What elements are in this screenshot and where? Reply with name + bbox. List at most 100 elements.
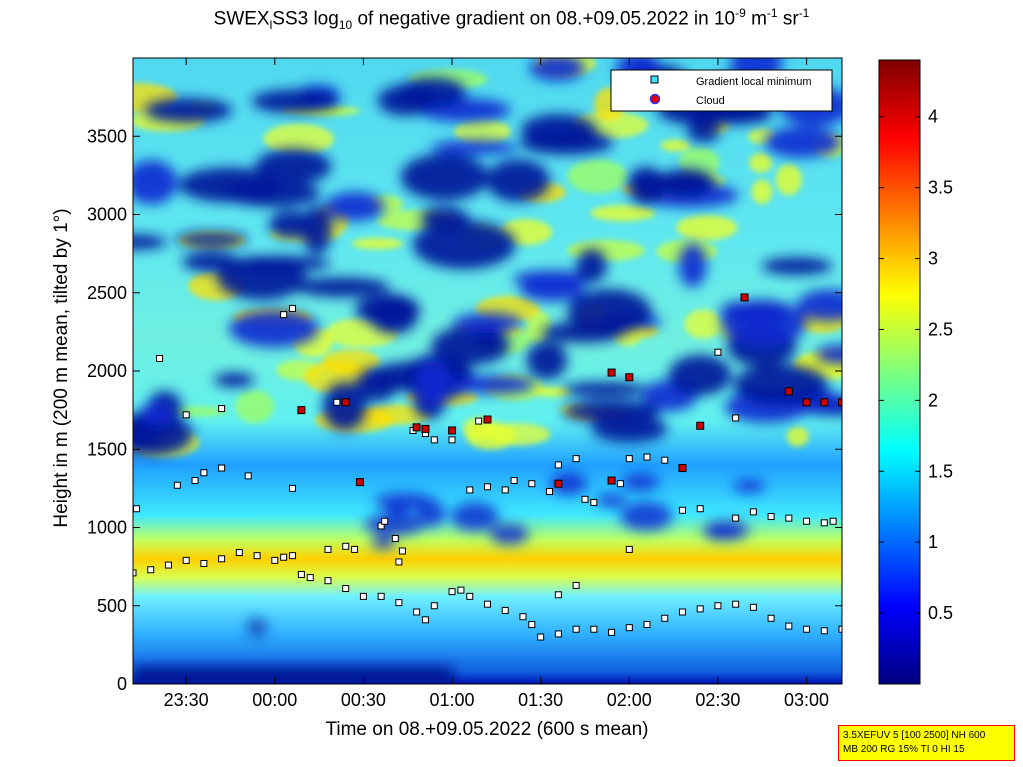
legend-entry-cloud: Cloud xyxy=(696,95,725,107)
cloud-marker xyxy=(784,387,793,396)
gradient-min-marker xyxy=(381,517,389,525)
gradient-min-marker xyxy=(820,627,828,635)
gradient-min-marker xyxy=(829,517,837,525)
gradient-min-marker xyxy=(554,630,562,638)
gradient-min-marker xyxy=(164,561,172,569)
gradient-min-marker xyxy=(359,592,367,600)
gradient-min-marker xyxy=(395,599,403,607)
gradient-min-marker xyxy=(749,508,757,516)
gradient-min-marker xyxy=(200,559,208,567)
gradient-min-marker xyxy=(803,625,811,633)
legend-circle-marker xyxy=(649,93,661,105)
gradient-min-marker xyxy=(182,556,190,564)
gradient-min-marker xyxy=(501,606,509,614)
gradient-min-marker xyxy=(572,625,580,633)
gradient-min-marker xyxy=(377,522,385,530)
colorbar-tick-label: 3 xyxy=(928,249,938,269)
gradient-min-marker xyxy=(391,534,399,542)
colorbar: 0.5 1 1.5 2 2.5 3 3.5 4 xyxy=(878,59,953,685)
gradient-min-marker xyxy=(191,477,199,485)
gradient-min-marker xyxy=(661,456,669,464)
y-tick-label: 0 xyxy=(117,674,127,694)
gradient-min-marker xyxy=(475,417,483,425)
info-line-1: 3.5XEFUV 5 [100 2500] NH 600 xyxy=(843,730,986,741)
gradient-min-marker xyxy=(253,552,261,560)
gradient-min-marker xyxy=(133,505,141,513)
chart-title: SWEXlSS3 log10 of negative gradient on 0… xyxy=(213,6,810,33)
cloud-marker xyxy=(448,426,457,435)
cloud-marker xyxy=(802,398,811,407)
gradient-min-marker xyxy=(785,514,793,522)
cloud-marker xyxy=(696,421,705,430)
gradient-min-marker xyxy=(838,625,842,633)
cloud-marker xyxy=(483,415,492,424)
gradient-min-marker xyxy=(280,553,288,561)
gradient-min-marker xyxy=(714,602,722,610)
gradient-min-marker xyxy=(430,602,438,610)
gradient-min-marker xyxy=(333,398,341,406)
gradient-min-marker xyxy=(398,547,406,555)
gradient-min-marker xyxy=(554,591,562,599)
gradient-min-marker xyxy=(714,348,722,356)
gradient-min-marker xyxy=(271,556,279,564)
gradient-min-marker xyxy=(235,549,243,557)
gradient-min-marker xyxy=(289,304,297,312)
colorbar-tick-label: 0.5 xyxy=(928,603,953,623)
cloud-marker xyxy=(421,424,430,433)
gradient-min-marker xyxy=(643,453,651,461)
colorbar-tick-label: 2.5 xyxy=(928,319,953,339)
gradient-min-marker xyxy=(625,624,633,632)
gradient-min-marker xyxy=(501,486,509,494)
gradient-min-marker xyxy=(484,600,491,608)
x-tick-label: 01:00 xyxy=(430,690,475,710)
y-axis: 0 500 1000 1500 2000 2500 3000 3500 xyxy=(87,126,842,694)
gradient-min-marker xyxy=(678,608,686,616)
gradient-min-marker xyxy=(218,464,226,472)
x-axis-label: Time on 08.+09.05.2022 (600 s mean) xyxy=(325,719,648,740)
gradient-min-marker xyxy=(510,477,518,485)
gradient-min-marker xyxy=(625,545,633,553)
gradient-min-marker xyxy=(466,592,474,600)
gradient-min-marker xyxy=(696,605,704,613)
legend-square-marker xyxy=(650,75,659,84)
settings-info-box: 3.5XEFUV 5 [100 2500] NH 600 MB 200 RG 1… xyxy=(838,725,1015,761)
gradient-min-marker xyxy=(820,519,828,527)
colorbar-tick-label: 1.5 xyxy=(928,461,953,481)
y-tick-label: 1500 xyxy=(87,439,127,459)
cloud-marker xyxy=(625,373,634,382)
gradient-min-marker xyxy=(306,574,314,582)
y-tick-label: 3000 xyxy=(87,205,127,225)
cloud-marker xyxy=(554,479,563,488)
gradient-min-marker xyxy=(324,545,332,553)
y-tick-label: 500 xyxy=(97,596,127,616)
gradient-min-marker xyxy=(625,455,633,463)
gradient-min-marker xyxy=(732,414,740,422)
gradient-min-marker xyxy=(413,608,421,616)
colorbar-tick-label: 2 xyxy=(928,390,938,410)
y-tick-label: 1000 xyxy=(87,518,127,538)
gradient-min-marker xyxy=(377,592,385,600)
gradient-min-marker xyxy=(448,436,456,444)
x-tick-label: 03:00 xyxy=(784,690,829,710)
gradient-min-marker xyxy=(546,488,554,496)
gradient-min-marker xyxy=(430,436,438,444)
gradient-min-marker xyxy=(395,558,403,566)
gradient-min-marker xyxy=(421,616,429,624)
gradient-min-marker xyxy=(643,621,651,629)
gradient-min-marker xyxy=(297,570,305,578)
gradient-min-marker xyxy=(173,481,181,489)
gradient-min-marker xyxy=(608,628,616,636)
legend-entry-gradient-min: Gradient local minimum xyxy=(696,76,812,88)
cloud-marker xyxy=(607,476,616,485)
y-axis-label: Height in m (200 m mean, tilted by 1°) xyxy=(51,208,72,527)
gradient-min-marker xyxy=(590,498,598,506)
cloud-marker xyxy=(297,406,306,415)
info-line-2: MB 200 RG 15% TI 0 HI 15 xyxy=(843,744,965,755)
colorbar-tick-label: 3.5 xyxy=(928,178,953,198)
x-tick-label: 02:30 xyxy=(695,690,740,710)
x-tick-label: 02:00 xyxy=(607,690,652,710)
gradient-min-marker xyxy=(289,484,297,492)
cloud-marker xyxy=(355,478,364,487)
gradient-min-marker xyxy=(581,495,589,503)
